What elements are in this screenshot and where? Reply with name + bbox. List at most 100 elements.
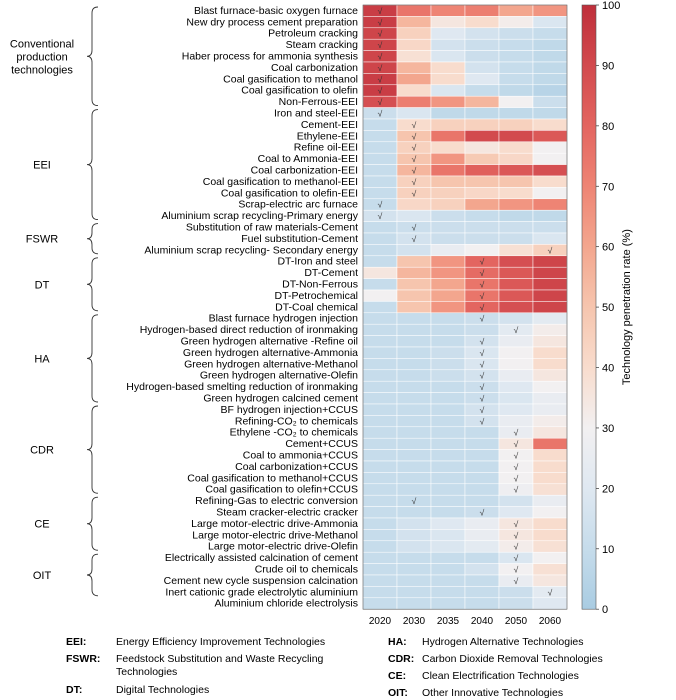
heatmap-frame — [362, 4, 568, 610]
group-label: CE — [34, 519, 49, 531]
row-label: Fuel substitution-Cement — [241, 233, 358, 245]
heatmap-cell — [362, 323, 398, 336]
heatmap-cell — [430, 187, 466, 200]
heatmap-cell — [362, 244, 398, 257]
heatmap-cell — [532, 38, 568, 51]
heatmap-cell — [396, 415, 432, 428]
heatmap-cell — [362, 586, 398, 599]
heatmap-cell — [464, 437, 500, 450]
heatmap-cell — [396, 574, 432, 587]
row-label: DT-Non-Ferrous — [282, 278, 358, 290]
legend-text: Hydrogen Alternative Technologies — [422, 636, 584, 648]
legend-item-fswr: FSWR: Feedstock Substitution and Waste R… — [66, 653, 366, 678]
check-mark: √ — [514, 450, 519, 460]
heatmap-cell — [464, 323, 500, 336]
heatmap-cell — [498, 221, 534, 234]
heatmap-cell — [362, 312, 398, 325]
heatmap-cell — [430, 255, 466, 268]
heatmap-cell — [464, 175, 500, 188]
heatmap-cell — [464, 4, 500, 17]
row-label: Crude oil to chemicals — [255, 563, 358, 575]
check-mark: √ — [412, 234, 417, 244]
heatmap-cell — [498, 73, 534, 86]
heatmap-cell — [464, 50, 500, 63]
heatmap-cell — [430, 380, 466, 393]
x-tick-label: 2060 — [539, 616, 562, 627]
row-label: Aluminium scrap recycling-Primary energy — [161, 210, 358, 222]
group-brace — [86, 553, 99, 597]
row-label: DT-Coal chemical — [275, 301, 358, 313]
heatmap-cell — [464, 95, 500, 108]
row-label: Scrap-electric arc furnace — [238, 199, 358, 211]
heatmap-cell — [532, 198, 568, 211]
heatmap-cell — [430, 38, 466, 51]
legend-abbr: HA: — [388, 636, 407, 648]
heatmap-cell — [362, 574, 398, 587]
heatmap-cell — [396, 483, 432, 496]
heatmap-cell — [362, 529, 398, 542]
heatmap-cell — [464, 198, 500, 211]
heatmap-cell — [532, 221, 568, 234]
heatmap-cell — [430, 141, 466, 154]
heatmap-cell — [430, 323, 466, 336]
heatmap-cell — [532, 597, 568, 610]
heatmap-cell — [430, 289, 466, 302]
heatmap-cell — [396, 266, 432, 279]
group-label: DT — [35, 279, 50, 291]
heatmap-cell — [464, 517, 500, 530]
heatmap-cell — [396, 209, 432, 222]
check-mark: √ — [480, 291, 485, 301]
heatmap-cell — [362, 597, 398, 610]
heatmap-cell — [430, 232, 466, 245]
heatmap-cell — [532, 107, 568, 120]
heatmap-cell — [396, 517, 432, 530]
row-label: Green hydrogen calcined cement — [203, 392, 358, 404]
check-mark: √ — [514, 325, 519, 335]
check-mark: √ — [514, 530, 519, 540]
row-label: Coal gasification to olefin+CCUS — [205, 484, 358, 496]
legend-text: Clean Electrification Technologies — [422, 670, 579, 682]
heatmap-cell — [464, 540, 500, 553]
heatmap-cell — [396, 27, 432, 40]
check-mark: √ — [480, 302, 485, 312]
heatmap-cell — [498, 50, 534, 63]
heatmap-cell — [396, 346, 432, 359]
heatmap-cell — [498, 597, 534, 610]
heatmap-cell — [464, 61, 500, 74]
heatmap-cell — [430, 574, 466, 587]
row-label: Green hydrogen alternative -Refine oil — [181, 335, 358, 347]
heatmap-cell — [464, 232, 500, 245]
heatmap-cell — [498, 187, 534, 200]
row-label: Green hydrogen alternative-Olefin — [200, 370, 358, 382]
row-label: Coal gasification to methanol+CCUS — [187, 472, 358, 484]
heatmap-cell — [430, 517, 466, 530]
legend-text: Feedstock Substitution and Waste Recycli… — [116, 653, 324, 678]
check-mark: √ — [378, 200, 383, 210]
heatmap-cell — [396, 107, 432, 120]
heatmap-cell — [498, 232, 534, 245]
heatmap-cell — [498, 392, 534, 405]
heatmap-cell — [464, 586, 500, 599]
heatmap-cell — [498, 369, 534, 382]
heatmap-cell — [532, 335, 568, 348]
row-label: DT-Cement — [304, 267, 358, 279]
heatmap-cell — [430, 483, 466, 496]
heatmap-cell — [396, 61, 432, 74]
group-brace — [86, 314, 99, 403]
heatmap-cell — [430, 301, 466, 314]
heatmap-cell — [362, 403, 398, 416]
heatmap-cell — [532, 369, 568, 382]
heatmap-cell — [532, 403, 568, 416]
heatmap-cell — [532, 494, 568, 507]
check-mark: √ — [480, 336, 485, 346]
heatmap-cell — [532, 449, 568, 462]
check-mark: √ — [378, 63, 383, 73]
heatmap-cell — [464, 209, 500, 222]
row-label: Ethylene-EEI — [297, 130, 358, 142]
heatmap-cell — [498, 494, 534, 507]
colorbar-tick-label: 40 — [602, 363, 614, 375]
row-label: Hydrogen-based smelting reduction of iro… — [126, 381, 358, 393]
heatmap-cell — [532, 392, 568, 405]
heatmap-cell — [396, 38, 432, 51]
heatmap-cell — [498, 415, 534, 428]
